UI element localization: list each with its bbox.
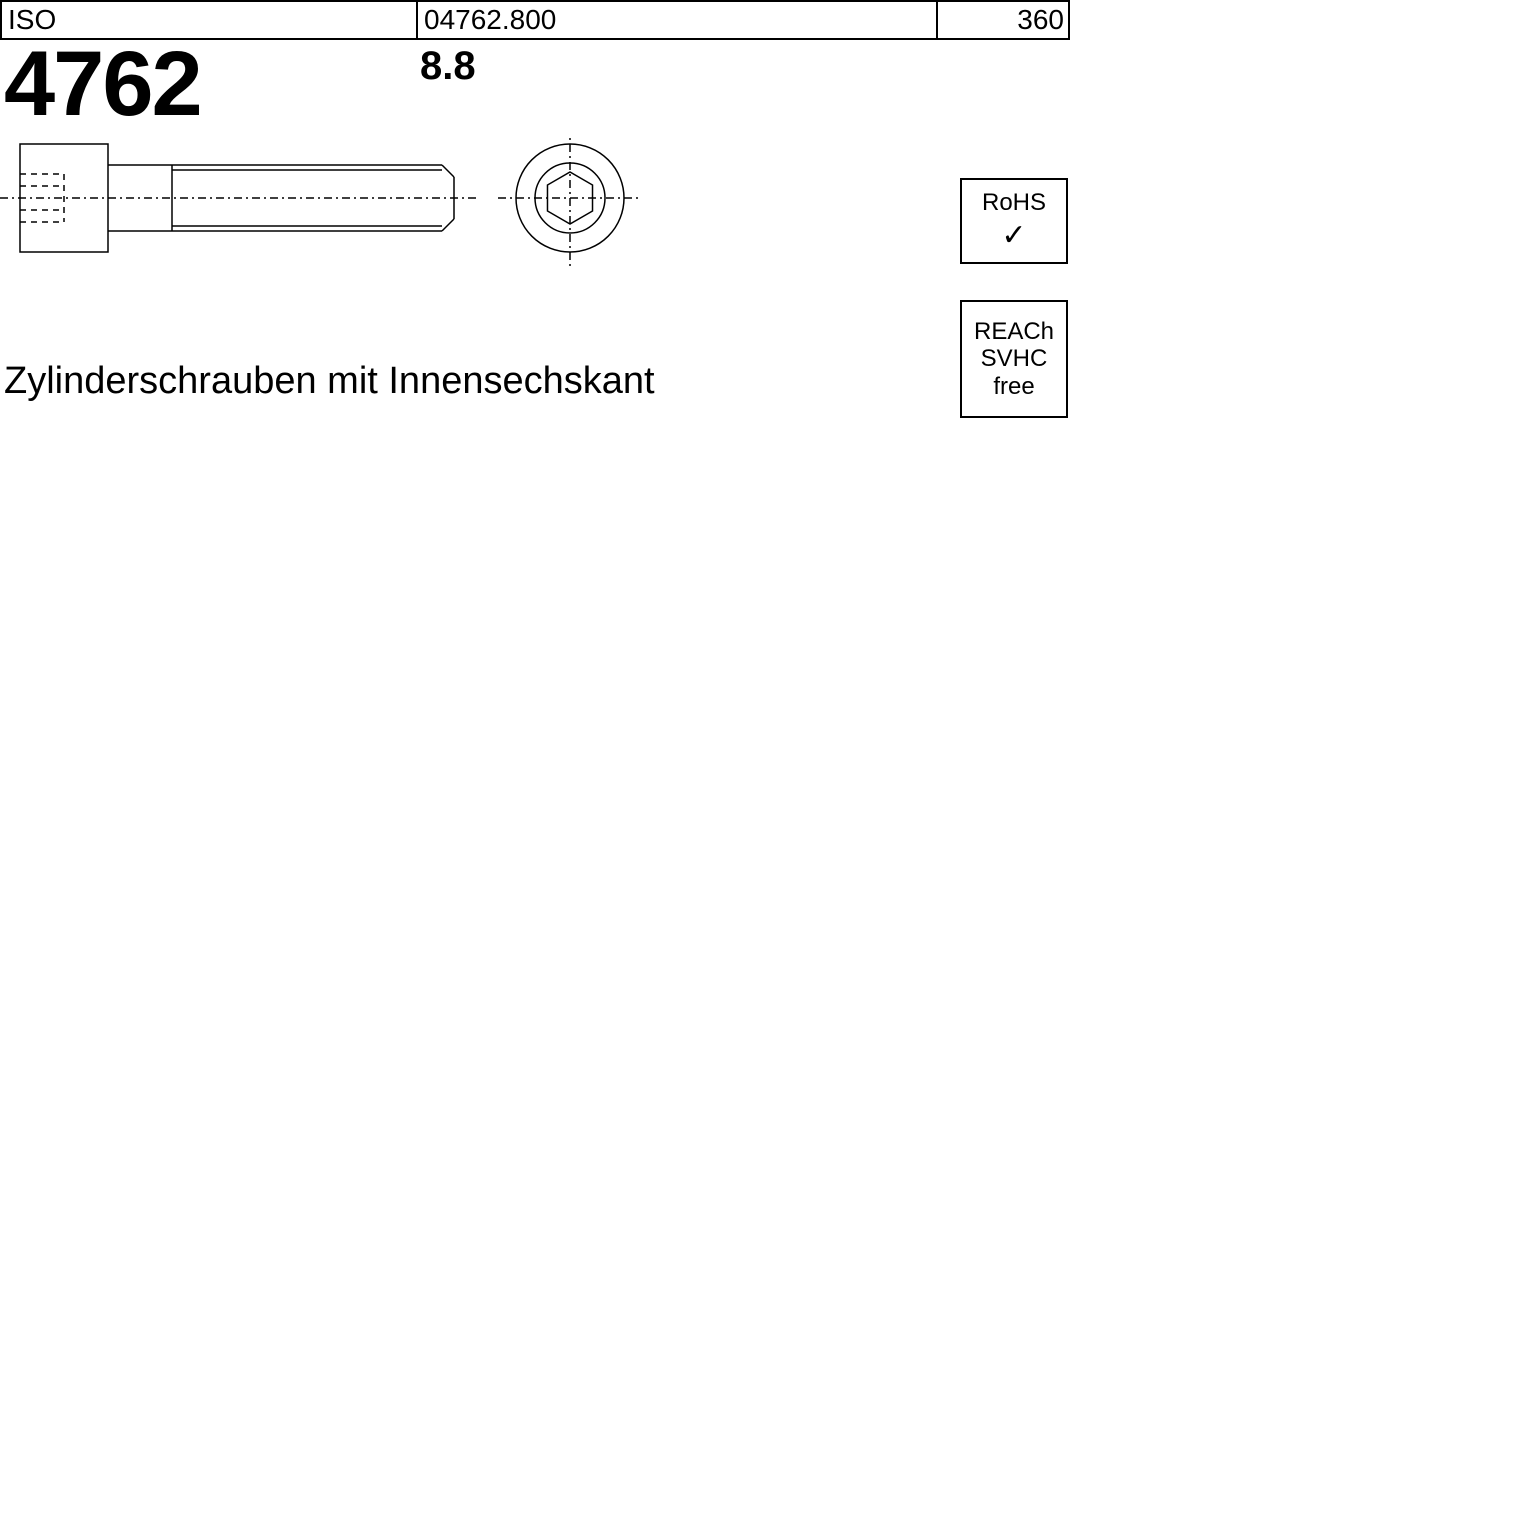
- technical-drawing: [0, 134, 1070, 334]
- datasheet-card: ISO 04762.800 360 4762 8.8 Zylinderschra…: [0, 0, 1070, 334]
- reach-line2: SVHC: [981, 345, 1048, 373]
- rohs-label: RoHS: [982, 189, 1046, 217]
- screw-diagram-svg: [0, 134, 680, 284]
- rohs-badge: RoHS ✓: [960, 178, 1068, 264]
- product-description: Zylinderschrauben mit Innensechskant: [4, 360, 655, 403]
- title-row: 4762 8.8: [0, 40, 1070, 134]
- header-right-value: 360: [938, 2, 1070, 38]
- reach-line3: free: [993, 373, 1034, 401]
- reach-line1: REACh: [974, 318, 1054, 346]
- header-code: 04762.800: [418, 2, 938, 38]
- property-class: 8.8: [420, 44, 476, 89]
- check-icon: ✓: [1001, 219, 1026, 254]
- standard-number: 4762: [4, 32, 201, 137]
- reach-badge: REACh SVHC free: [960, 300, 1068, 418]
- page: ISO 04762.800 360 4762 8.8 Zylinderschra…: [0, 0, 1536, 1536]
